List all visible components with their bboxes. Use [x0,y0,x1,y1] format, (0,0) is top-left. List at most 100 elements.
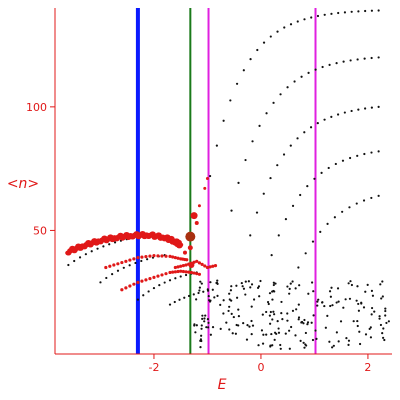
black-point-68 [270,254,273,257]
black-point-79 [348,156,352,160]
black-point-270 [248,325,251,328]
black-point-349 [250,305,253,308]
black-point-338 [381,295,384,298]
black-point-37 [307,71,310,74]
black-point-116 [146,258,149,261]
black-point-309 [381,332,384,335]
black-point-257 [356,285,359,288]
black-point-272 [207,321,210,324]
black-point-90 [341,210,344,213]
black-point-148 [270,332,273,336]
red-point-68 [120,260,124,265]
black-point-170 [329,304,332,308]
red-point-series [65,177,218,292]
black-point-192 [237,315,241,318]
black-point-328 [265,333,268,336]
black-point-126 [168,279,172,282]
red-point-127 [213,264,218,268]
black-point-203 [323,304,326,308]
black-point-168 [350,283,354,287]
black-point-206 [199,346,202,349]
black-point-340 [332,344,335,347]
black-point-181 [207,294,210,298]
red-point-87 [185,258,189,262]
black-point-226 [355,299,358,302]
black-point-343 [242,322,245,325]
black-point-346 [258,295,261,298]
black-point-271 [291,309,295,312]
red-point-130 [188,262,195,269]
black-point-345 [352,320,355,323]
black-point-354 [304,331,307,335]
red-point-95 [148,277,152,281]
black-point-273 [344,298,347,301]
black-point-332 [331,346,334,349]
black-point-367 [232,315,235,319]
black-point-108 [99,281,102,284]
black-point-177 [297,318,300,321]
black-point-22 [357,10,360,13]
x-tick-label-0: -2 [148,361,159,374]
black-point-153 [229,289,233,292]
black-point-2 [222,119,225,122]
black-point-164 [271,318,274,321]
black-point-165 [234,332,237,335]
black-point-50 [262,192,265,195]
black-point-121 [142,294,145,297]
black-point-256 [228,305,231,308]
red-point-64 [104,265,108,270]
black-point-66 [370,106,373,109]
black-point-193 [195,324,198,327]
black-point-305 [306,323,309,326]
red-point-128 [185,231,196,242]
black-point-202 [249,286,252,289]
black-point-54 [289,144,292,147]
black-point-310 [207,326,210,329]
black-point-239 [345,337,348,340]
black-point-304 [303,346,306,349]
black-point-65 [364,107,367,110]
vertical-lines [135,8,317,354]
red-point-91 [132,282,136,286]
red-point-132 [182,250,187,255]
black-point-243 [277,331,281,334]
black-point-53 [282,153,286,156]
black-point-160 [316,304,319,307]
black-point-91 [348,206,351,209]
black-point-254 [250,333,253,336]
black-point-298 [370,289,374,293]
black-point-161 [369,326,372,329]
black-point-142 [366,283,369,286]
red-point-72 [136,256,140,260]
red-point-79 [164,254,168,258]
black-point-339 [266,300,270,304]
black-point-82 [370,151,373,154]
black-point-110 [111,273,114,276]
black-point-291 [297,303,300,306]
black-point-25 [377,9,380,12]
black-point-76 [327,166,330,170]
black-point-366 [302,341,305,344]
black-point-64 [357,108,360,111]
black-point-259 [339,320,343,323]
black-point-262 [298,284,301,287]
black-point-187 [216,279,219,282]
black-point-300 [347,282,350,285]
black-point-326 [273,290,276,293]
black-point-313 [286,285,289,288]
red-point-69 [124,259,128,263]
black-point-103 [108,243,111,246]
black-point-274 [286,312,289,315]
black-point-71 [291,204,295,207]
black-point-316 [211,326,215,329]
x-tick-label-1: 0 [257,361,264,374]
black-point-159 [387,320,390,323]
black-point-353 [379,283,382,286]
black-point-220 [307,292,310,295]
black-point-286 [288,347,291,350]
black-point-6 [249,58,252,61]
black-point-4 [235,82,239,85]
black-point-80 [356,154,359,157]
red-point-63 [176,242,184,248]
black-point-280 [269,344,272,347]
